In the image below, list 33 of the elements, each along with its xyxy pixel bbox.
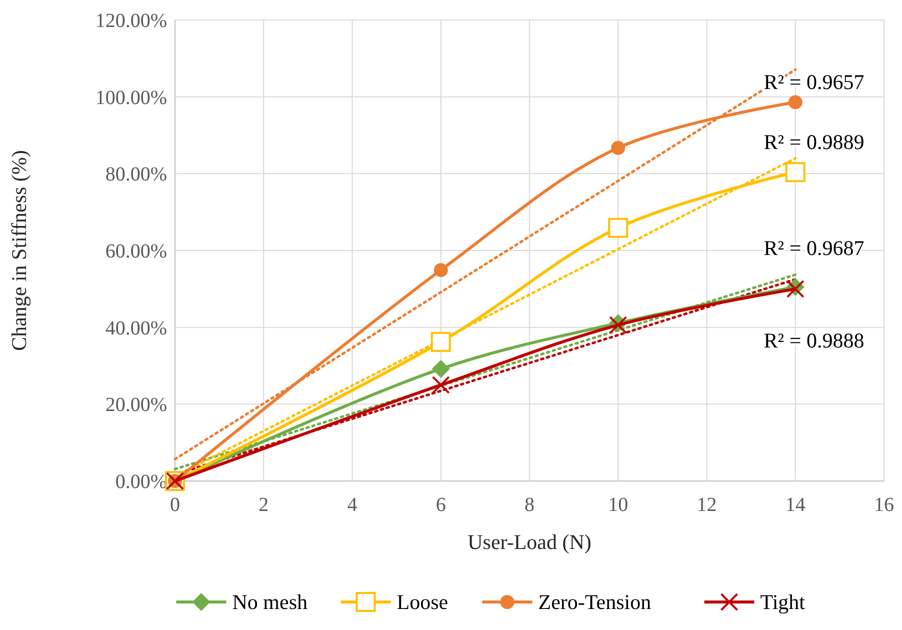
legend-label: Loose bbox=[396, 590, 448, 614]
y-tick-label: 40.00% bbox=[105, 317, 167, 340]
y-tick-label: 120.00% bbox=[95, 10, 167, 32]
point bbox=[430, 332, 451, 352]
x-tick-label: 10 bbox=[608, 494, 628, 516]
y-tick-label: 80.00% bbox=[105, 164, 167, 186]
y-axis-title: Change in Stiffness (%) bbox=[7, 150, 31, 351]
point bbox=[788, 95, 802, 110]
point bbox=[785, 162, 806, 182]
point bbox=[434, 263, 448, 278]
annotation: R² = 0.9888 bbox=[764, 328, 864, 352]
legend-label: Zero-Tension bbox=[538, 590, 652, 614]
annotation: R² = 0.9889 bbox=[764, 130, 864, 154]
x-tick-label: 2 bbox=[258, 494, 269, 516]
point bbox=[432, 376, 450, 394]
point bbox=[432, 360, 450, 378]
x-tick-label: 4 bbox=[347, 494, 358, 516]
x-tick-label: 16 bbox=[874, 494, 894, 516]
y-tick-label: 20.00% bbox=[105, 394, 167, 416]
x-axis-title: User-Load (N) bbox=[468, 530, 592, 554]
point bbox=[611, 140, 626, 155]
x-tick-label: 14 bbox=[785, 494, 806, 516]
legend-label: No mesh bbox=[232, 590, 308, 614]
annotation: R² = 0.9687 bbox=[764, 236, 864, 260]
x-tick-label: 0 bbox=[170, 494, 180, 516]
legend-label: Tight bbox=[760, 590, 806, 614]
y-tick-label: 60.00% bbox=[105, 240, 167, 262]
x-tick-label: 8 bbox=[524, 494, 534, 516]
y-tick-label: 0.00% bbox=[115, 471, 167, 493]
x-tick-label: 6 bbox=[436, 494, 446, 516]
x-tick-label: 12 bbox=[696, 494, 717, 516]
y-tick-label: 100.00% bbox=[95, 86, 167, 109]
point bbox=[608, 218, 628, 238]
